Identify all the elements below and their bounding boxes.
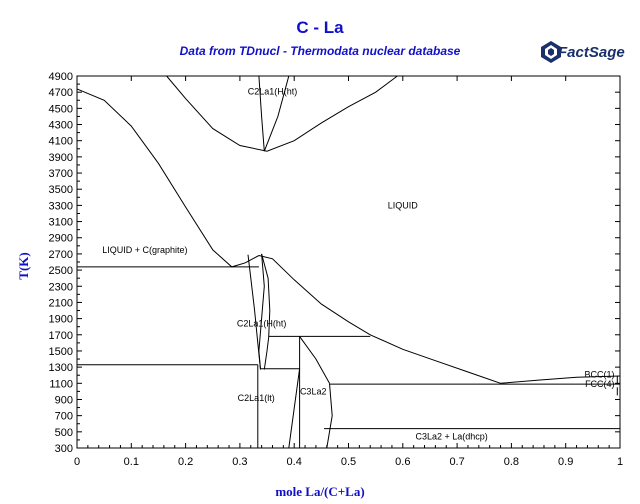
y-tick-label: 3100 — [49, 217, 73, 229]
phase-boundary-line — [258, 75, 265, 152]
y-tick-label: 4700 — [49, 87, 73, 99]
region-label: C2La1(H(ht) — [248, 86, 298, 96]
region-label: LIQUID + C(graphite) — [102, 245, 187, 255]
phase-boundary-line — [261, 253, 271, 370]
chart-subtitle: Data from TDnucl - Thermodata nuclear da… — [179, 44, 461, 58]
factsage-logo: FactSage — [540, 40, 625, 66]
y-tick-label: 900 — [55, 394, 73, 406]
y-tick-label: 3900 — [49, 152, 73, 164]
y-tick-label: 2100 — [49, 297, 73, 309]
y-tick-label: 4900 — [49, 71, 73, 83]
region-label: C3La2 — [300, 386, 327, 396]
factsage-logo-text: FactSage — [558, 44, 625, 61]
x-tick-label: 0 — [74, 456, 80, 468]
phase-boundary-line — [263, 75, 290, 152]
region-label: FCC(4) — [585, 379, 615, 389]
y-tick-label: 2700 — [49, 249, 73, 261]
y-tick-label: 3700 — [49, 168, 73, 180]
phase-boundary-line — [76, 88, 260, 268]
x-tick-label: 0.7 — [449, 456, 464, 468]
y-tick-label: 500 — [55, 427, 73, 439]
plot-frame — [76, 75, 621, 449]
y-tick-label: 1100 — [49, 378, 73, 390]
y-tick-label: 1900 — [49, 314, 73, 326]
phase-boundary-line — [288, 368, 301, 449]
region-label: BCC(1) — [585, 369, 615, 379]
y-tick-label: 300 — [55, 443, 73, 455]
y-tick-label: 4500 — [49, 103, 73, 115]
y-tick-label: 4100 — [49, 136, 73, 148]
phase-boundary-line — [326, 383, 333, 449]
x-tick-label: 0.9 — [558, 456, 573, 468]
chart-title: C - La — [296, 18, 344, 37]
x-tick-label: 0.3 — [232, 456, 247, 468]
phase-boundary-line — [258, 255, 621, 384]
x-tick-label: 0.8 — [504, 456, 519, 468]
y-tick-label: 3300 — [49, 200, 73, 212]
region-label: LIQUID — [388, 200, 419, 210]
axis-ticks: 300 500 700 900 1100 1300 1500 1700 1900 2100 2300… — [49, 71, 624, 468]
x-tick-label: 0.5 — [341, 456, 356, 468]
phase-boundary-line — [299, 336, 330, 384]
region-label: C2La1(lt) — [238, 393, 275, 403]
y-tick-label: 2300 — [49, 281, 73, 293]
x-tick-label: 0.6 — [395, 456, 410, 468]
phase-boundaries — [76, 75, 621, 449]
y-tick-label: 4300 — [49, 120, 73, 132]
y-tick-label: 1500 — [49, 346, 73, 358]
x-tick-label: 0.2 — [178, 456, 193, 468]
x-axis-label: mole La/(C+La) — [275, 484, 365, 499]
region-label: C2La1(H(ht) — [237, 318, 287, 328]
x-tick-label: 0.1 — [124, 456, 139, 468]
region-label: C3La2 + La(dhcp) — [416, 432, 488, 442]
y-tick-label: 2900 — [49, 233, 73, 245]
region-labels: C2La1(H(ht) LIQUID LIQUID + C(graphite) C2L… — [102, 86, 614, 441]
x-tick-label: 0.4 — [287, 456, 302, 468]
y-tick-label: 1700 — [49, 330, 73, 342]
phase-boundary-line — [166, 75, 398, 152]
y-tick-label: 3500 — [49, 184, 73, 196]
y-tick-label: 1300 — [49, 362, 73, 374]
factsage-logo-label: FactSage — [558, 44, 625, 61]
factsage-logo-icon — [541, 41, 561, 63]
y-tick-label: 700 — [55, 411, 73, 423]
phase-boundary-line — [258, 253, 265, 370]
y-tick-label: 2500 — [49, 265, 73, 277]
x-tick-label: 1 — [617, 456, 623, 468]
